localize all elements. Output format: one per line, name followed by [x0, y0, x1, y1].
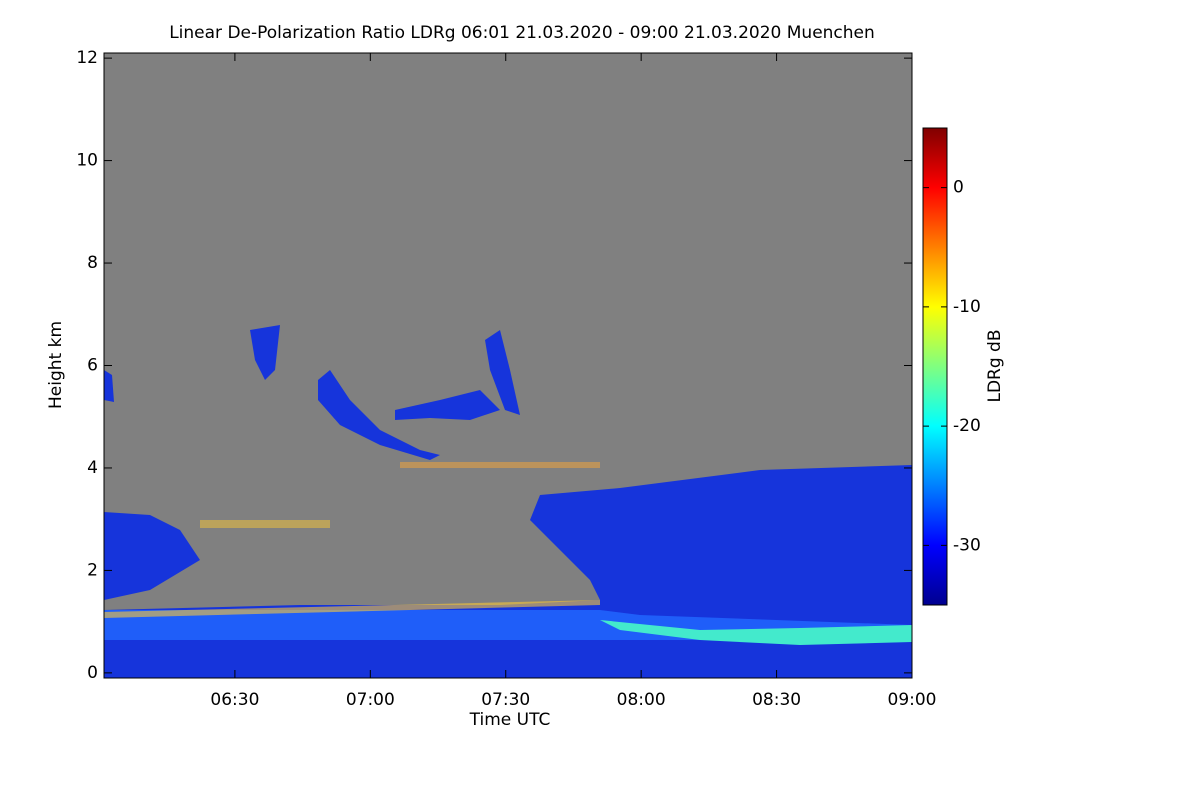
x-tick-label: 08:30 [752, 690, 801, 710]
colorbar [922, 127, 948, 606]
x-tick-label: 08:00 [617, 690, 666, 710]
y-tick-label: 0 [87, 663, 98, 683]
chart-title: Linear De-Polarization Ratio LDRg 06:01 … [169, 23, 875, 43]
colorbar-tick-label: -10 [953, 297, 981, 317]
colorbar-label: LDRg dB [985, 329, 1005, 402]
x-tick-label: 06:30 [210, 690, 259, 710]
y-tick-label: 12 [76, 48, 98, 68]
y-axis-label: Height km [46, 321, 66, 409]
x-tick-label: 07:00 [346, 690, 395, 710]
y-tick-label: 6 [87, 356, 98, 376]
y-tick-label: 8 [87, 253, 98, 273]
colorbar-tick-label: -20 [953, 416, 981, 436]
x-tick-label: 09:00 [888, 690, 937, 710]
cloud-shapes [104, 325, 912, 678]
x-axis-label: Time UTC [469, 710, 551, 730]
y-tick-label: 10 [76, 151, 98, 171]
x-tick-label: 07:30 [481, 690, 530, 710]
y-tick-label: 4 [87, 458, 98, 478]
colorbar-tick-label: 0 [953, 178, 964, 198]
y-tick-label: 2 [87, 560, 98, 580]
colorbar-tick-label: -30 [953, 535, 981, 555]
